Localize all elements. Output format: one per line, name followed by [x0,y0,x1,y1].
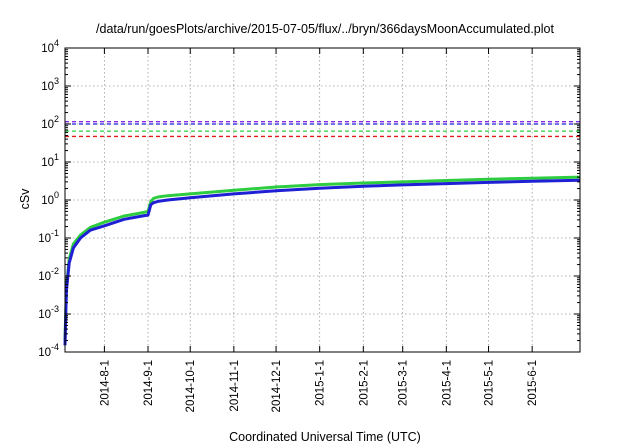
x-tick-label: 2015-2-1 [358,360,370,406]
x-tick-label: 2014-11-1 [229,360,241,412]
x-tick-label: 2014-10-1 [185,360,197,412]
y-tick-label: 10-1 [38,228,59,245]
x-tick-labels: 2014-8-1 2014-9-1 2014-10-1 2014-11-1 2014-1… [99,360,539,412]
y-tick-label: 10-3 [38,304,59,321]
x-tick-label: 2015-5-1 [484,360,496,406]
x-tick-label: 2014-8-1 [99,360,111,406]
x-tick-label: 2014-9-1 [143,360,155,406]
threshold-lines [65,121,580,138]
x-tick-label: 2014-12-1 [271,360,283,412]
x-tick-label: 2015-1-1 [315,360,327,406]
y-tick-label: 104 [41,38,59,55]
y-axis-label: cSv [18,188,32,210]
x-tick-label: 2015-6-1 [527,360,539,406]
y-tick-label: 10-4 [38,342,59,359]
x-tick-label: 2015-4-1 [441,360,453,406]
x-axis-label: Coordinated Universal Time (UTC) [229,430,421,444]
y-tick-labels: 10-4 10-3 10-2 10-1 100 101 102 103 104 [38,38,59,359]
grid-lines [65,48,580,352]
y-tick-label: 101 [41,152,59,169]
series-line [63,178,581,346]
x-tick-label: 2015-3-1 [398,360,410,406]
series-line [63,175,581,341]
y-tick-label: 103 [41,76,59,93]
series-lines [63,175,581,346]
chart-title: /data/run/goesPlots/archive/2015-07-05/f… [96,22,554,36]
y-tick-label: 102 [41,114,59,131]
y-tick-label: 100 [41,190,59,207]
axis-ticks [65,47,580,353]
y-tick-label: 10-2 [38,266,59,283]
